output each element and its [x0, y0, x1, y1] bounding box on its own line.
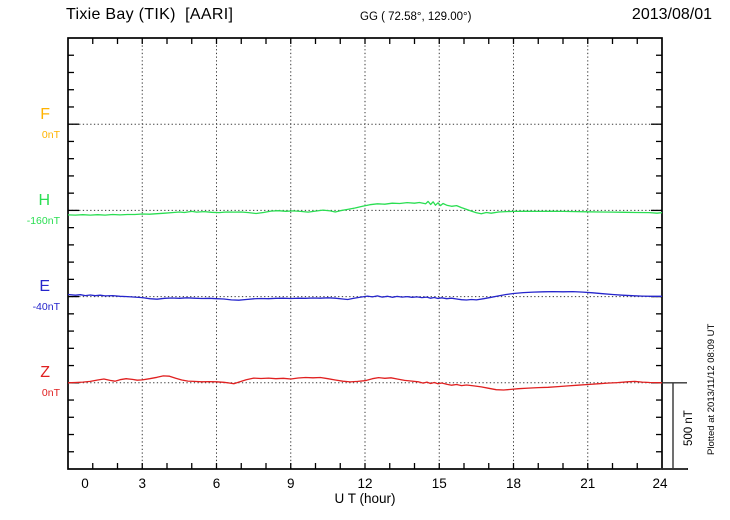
plot-frame	[67, 37, 663, 470]
x-tick-label: 6	[212, 476, 221, 491]
trace-E	[67, 290, 662, 301]
trace-Z	[67, 375, 663, 391]
scale-bar-label: 500 nT	[683, 410, 695, 446]
trace-H	[67, 200, 663, 216]
x-tick-label: 9	[286, 476, 295, 491]
plotted-at-note: Plotted at 2013/11/12 08:09 UT	[706, 323, 717, 455]
channel-baseline-F: 0nT	[41, 129, 60, 141]
station-title: Tixie Bay (TIK) [AARI]	[66, 6, 234, 23]
channel-label-F: F	[40, 106, 50, 123]
x-tick-label: 12	[357, 476, 373, 491]
channel-baseline-H: -160nT	[26, 215, 60, 227]
x-tick-label: 24	[652, 476, 668, 491]
channel-label-Z: Z	[40, 364, 50, 381]
plot-date: 2013/08/01	[631, 6, 712, 23]
channel-baseline-E: -40nT	[32, 301, 60, 313]
x-tick-label: 3	[138, 476, 146, 491]
channel-label-H: H	[38, 192, 50, 209]
x-tick-label: 21	[580, 476, 596, 491]
x-tick-label: 18	[505, 476, 522, 491]
x-tick-label: 0	[81, 476, 89, 491]
channel-label-E: E	[39, 278, 50, 295]
x-tick-label: 15	[431, 476, 447, 491]
geographic-coordinates: GG ( 72.58°, 129.00°)	[360, 11, 472, 23]
channel-baseline-Z: 0nT	[41, 387, 60, 399]
x-axis-label: U T (hour)	[334, 491, 396, 506]
